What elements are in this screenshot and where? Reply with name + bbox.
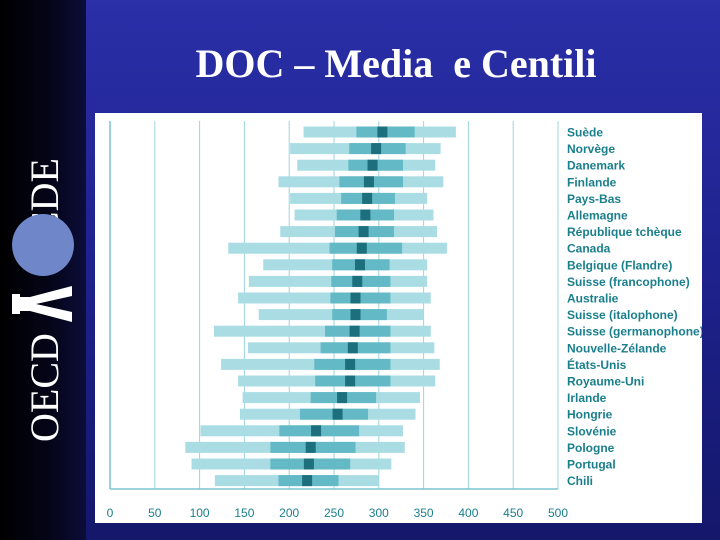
x-tick-label: 500 — [548, 506, 568, 520]
mean-marker — [345, 358, 356, 370]
slide-title: DOC – Media e Centili — [195, 41, 597, 86]
mean-marker — [332, 408, 343, 420]
category-label: Irlande — [567, 391, 607, 405]
chart-panel: 0 50 100 150 200 250 300 350 400 450 500 Suède Norvè… — [95, 113, 702, 523]
category-label: Hongrie — [567, 408, 613, 422]
x-tick-label: 400 — [458, 506, 478, 520]
category-label: Slovénie — [567, 424, 617, 438]
category-label: République tchèque — [567, 225, 682, 239]
category-label: Danemark — [567, 159, 625, 173]
mean-marker — [356, 242, 367, 254]
mean-marker — [354, 259, 365, 271]
category-label: Royaume-Uni — [567, 375, 644, 389]
category-label: États-Unis — [567, 357, 627, 372]
category-label: Portugal — [567, 458, 616, 472]
category-label: Nouvelle-Zélande — [567, 341, 667, 355]
mean-marker — [347, 342, 358, 354]
x-tick-label: 150 — [234, 506, 254, 520]
mean-marker — [350, 309, 361, 321]
x-tick-label: 100 — [190, 506, 210, 520]
category-label: Suède — [567, 126, 603, 140]
category-label: Chili — [567, 474, 593, 488]
x-tick-label: 450 — [503, 506, 523, 520]
mean-marker — [337, 392, 348, 404]
mean-marker — [363, 176, 374, 188]
percentile-band-outer — [213, 325, 431, 337]
x-tick-label: 350 — [414, 506, 434, 520]
side-band: OCDE OECD — [0, 0, 86, 540]
category-label: Suisse (germanophone) — [567, 325, 702, 339]
oecd-logo: OCDE OECD — [12, 158, 74, 442]
mean-marker — [350, 292, 361, 304]
mean-marker — [367, 159, 378, 171]
category-label: Canada — [567, 242, 611, 256]
mean-marker — [377, 126, 388, 138]
category-label: Pologne — [567, 441, 615, 455]
category-label: Australie — [567, 292, 619, 306]
mean-marker — [303, 458, 314, 470]
logo-circle-icon — [12, 214, 74, 276]
category-label: Suisse (italophone) — [567, 308, 678, 322]
x-tick-label: 250 — [324, 506, 344, 520]
category-label: Belgique (Flandre) — [567, 258, 672, 272]
mean-marker — [371, 143, 382, 155]
category-label: Norvège — [567, 142, 615, 156]
mean-marker — [362, 192, 373, 204]
category-label: Suisse (francophone) — [567, 275, 690, 289]
mean-marker — [311, 425, 322, 437]
mean-marker — [358, 226, 369, 238]
x-tick-label: 0 — [107, 506, 114, 520]
mean-marker — [305, 441, 316, 453]
category-label: Finlande — [567, 175, 617, 189]
logo-text-oecd: OECD — [22, 333, 67, 442]
category-label: Pays-Bas — [567, 192, 621, 206]
x-tick-label: 50 — [148, 506, 162, 520]
logo-chevron-icon — [12, 286, 72, 322]
x-tick-label: 200 — [279, 506, 299, 520]
category-label: Allemagne — [567, 209, 628, 223]
x-tick-label: 300 — [369, 506, 389, 520]
mean-marker — [302, 475, 313, 487]
mean-marker — [352, 275, 363, 287]
range-chart: 0 50 100 150 200 250 300 350 400 450 500 Suède Norvè… — [107, 121, 702, 520]
mean-marker — [360, 209, 371, 221]
mean-marker — [349, 325, 360, 337]
mean-marker — [345, 375, 356, 387]
